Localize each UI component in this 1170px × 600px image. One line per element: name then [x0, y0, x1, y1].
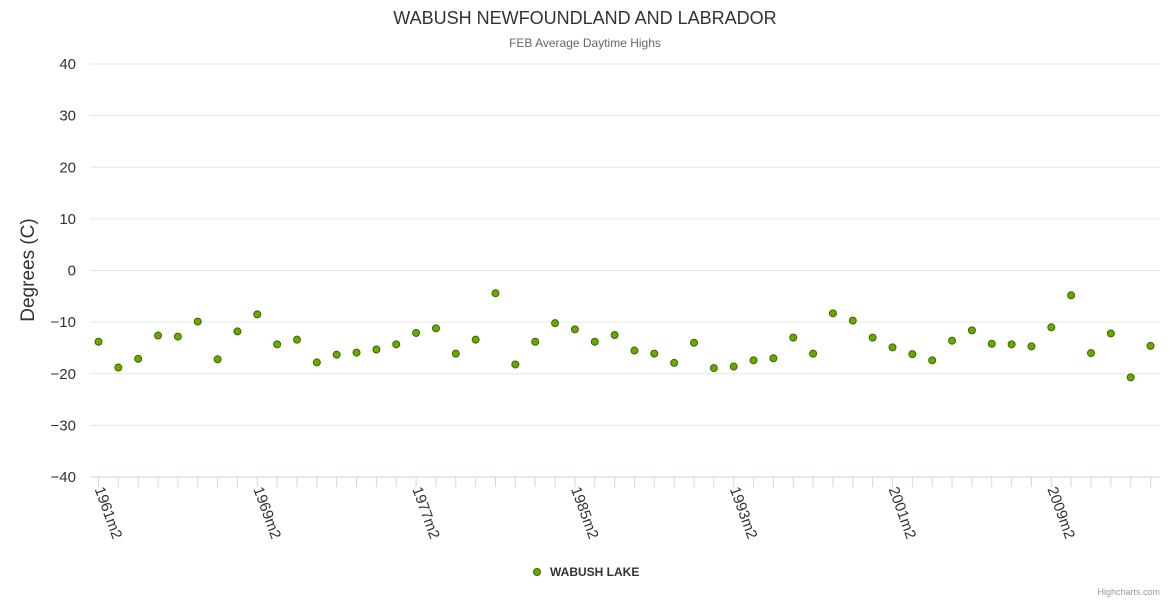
x-tick-label: 1993m2 [726, 485, 761, 542]
data-point[interactable] [372, 345, 381, 354]
data-point[interactable] [451, 349, 460, 358]
chart-title: WABUSH NEWFOUNDLAND AND LABRADOR [393, 8, 776, 28]
data-point[interactable] [610, 331, 619, 340]
legend-label[interactable]: WABUSH LAKE [550, 565, 639, 579]
data-point[interactable] [729, 362, 738, 371]
data-point[interactable] [173, 332, 182, 341]
data-point[interactable] [134, 354, 143, 363]
y-tick-label: 40 [59, 56, 76, 73]
data-point[interactable] [491, 289, 500, 298]
x-tick-label: 1977m2 [408, 485, 443, 542]
x-tick-label: 1969m2 [250, 485, 285, 542]
data-point[interactable] [352, 348, 361, 357]
data-point[interactable] [590, 337, 599, 346]
data-point[interactable] [769, 354, 778, 363]
y-tick-label: 30 [59, 108, 76, 125]
data-point[interactable] [848, 316, 857, 325]
credits-link[interactable]: Highcharts.com [1097, 587, 1160, 597]
data-point[interactable] [392, 340, 401, 349]
data-point[interactable] [431, 324, 440, 333]
y-tick-label: −10 [51, 314, 76, 331]
data-point[interactable] [570, 325, 579, 334]
data-point[interactable] [908, 350, 917, 359]
data-point[interactable] [749, 356, 758, 365]
data-point[interactable] [1087, 349, 1095, 358]
data-point[interactable] [511, 360, 520, 369]
y-tick-label: 20 [59, 159, 76, 176]
data-point[interactable] [948, 336, 957, 345]
data-point[interactable] [650, 349, 659, 358]
x-tick-label: 2009m2 [1044, 485, 1079, 542]
data-point[interactable] [630, 346, 639, 355]
y-tick-label: −30 [51, 417, 76, 434]
data-point[interactable] [1027, 342, 1036, 351]
data-point[interactable] [114, 363, 123, 372]
chart-subtitle: FEB Average Daytime Highs [509, 36, 661, 50]
y-tick-label: −40 [51, 469, 76, 486]
data-point[interactable] [1007, 340, 1016, 349]
data-point[interactable] [967, 326, 976, 335]
data-point[interactable] [1047, 323, 1056, 332]
x-axis-ticks: 1961m2 1969m2 1977m2 1985m2 1993m2 2001m2 2009… [91, 477, 1152, 542]
data-point[interactable] [213, 355, 222, 364]
legend[interactable]: WABUSH LAKE [533, 565, 640, 579]
data-point[interactable] [233, 327, 242, 336]
y-axis-label: Degrees (C) [18, 218, 39, 321]
data-point[interactable] [690, 338, 698, 347]
y-gridlines [90, 63, 1160, 426]
data-point[interactable] [987, 339, 996, 348]
data-point[interactable] [412, 328, 421, 337]
data-point[interactable] [1067, 291, 1076, 300]
data-point[interactable] [253, 310, 262, 319]
data-point[interactable] [273, 340, 282, 349]
x-tick-label: 1985m2 [567, 485, 602, 542]
y-axis-ticks: 40 30 20 10 0 −10 −20 −30 −40 [51, 56, 76, 486]
data-point[interactable] [1146, 341, 1155, 350]
y-tick-label: −20 [51, 366, 76, 383]
y-tick-label: 10 [59, 211, 76, 228]
data-point[interactable] [709, 364, 718, 373]
data-point[interactable] [154, 331, 163, 340]
data-point[interactable] [1106, 329, 1115, 338]
data-point[interactable] [928, 356, 937, 365]
y-tick-label: 0 [68, 263, 76, 280]
data-point[interactable] [868, 333, 877, 342]
data-point[interactable] [789, 333, 798, 342]
data-point[interactable] [293, 335, 301, 344]
x-tick-label: 2001m2 [885, 485, 920, 542]
data-point[interactable] [531, 337, 540, 346]
data-point[interactable] [332, 350, 341, 359]
data-point[interactable] [312, 358, 321, 367]
legend-marker [533, 568, 541, 576]
series-points [94, 289, 1155, 382]
data-point[interactable] [193, 317, 202, 326]
x-tick-label: 1961m2 [91, 485, 126, 542]
data-point[interactable] [888, 343, 897, 352]
data-point[interactable] [94, 337, 103, 346]
data-point[interactable] [551, 319, 560, 328]
data-point[interactable] [809, 349, 818, 358]
data-point[interactable] [1126, 373, 1135, 382]
data-point[interactable] [471, 335, 480, 344]
data-point[interactable] [828, 309, 837, 318]
data-point[interactable] [670, 358, 679, 367]
